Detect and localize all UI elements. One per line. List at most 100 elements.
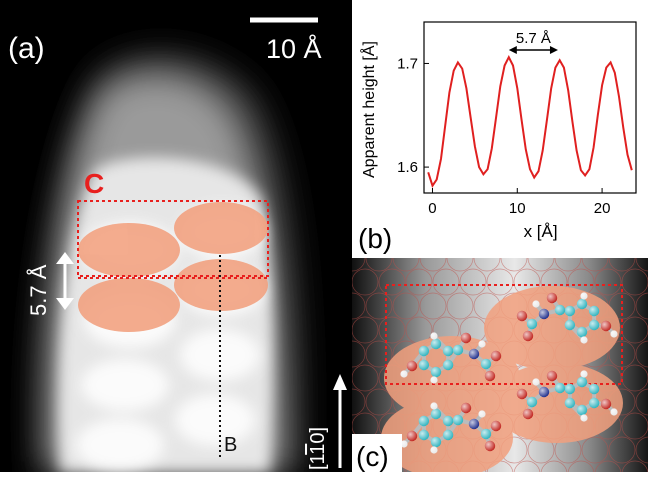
atom-highlight bbox=[600, 398, 612, 410]
atom-highlight bbox=[580, 370, 588, 378]
molecule-ellipse bbox=[174, 202, 268, 254]
atom-highlight bbox=[484, 440, 496, 452]
atom-highlight bbox=[526, 318, 538, 330]
substrate-atom bbox=[365, 388, 393, 416]
atom-highlight bbox=[588, 397, 600, 409]
panel-label-a: (a) bbox=[8, 32, 45, 65]
atom-highlight bbox=[554, 304, 566, 316]
atom-highlight bbox=[430, 402, 438, 410]
atom-highlight bbox=[418, 429, 430, 441]
substrate-atom bbox=[635, 388, 648, 416]
atom-highlight bbox=[546, 292, 558, 304]
atom-highlight bbox=[468, 348, 480, 360]
atom-highlight bbox=[400, 370, 408, 378]
atom-highlight bbox=[576, 326, 588, 338]
period-annotation: 5.7 Å bbox=[508, 30, 558, 54]
substrate-atom bbox=[540, 460, 568, 472]
atom-highlight bbox=[588, 383, 600, 395]
substrate-atom bbox=[392, 258, 420, 272]
atom-highlight bbox=[418, 345, 430, 357]
atom-highlight bbox=[546, 370, 558, 382]
substrate-atom bbox=[378, 316, 406, 344]
atom-highlight bbox=[490, 350, 502, 362]
label-background bbox=[352, 434, 402, 472]
substrate-atom bbox=[486, 268, 514, 296]
substrate-atom bbox=[621, 412, 648, 440]
substrate-atom bbox=[621, 364, 648, 392]
substrate-atom bbox=[419, 258, 447, 272]
x-tick-label: 0 bbox=[428, 200, 436, 217]
substrate-atom bbox=[432, 268, 460, 296]
atom-highlight bbox=[588, 305, 600, 317]
direction-label: [110] bbox=[307, 427, 329, 470]
stm-image-panel: 10 Å (a) C B 5.7 Å [110] bbox=[0, 0, 352, 472]
spacing-arrow bbox=[56, 252, 74, 310]
atom-highlight bbox=[580, 292, 588, 300]
substrate-atom bbox=[513, 460, 541, 472]
substrate-atom bbox=[500, 258, 528, 272]
molecule-ellipse bbox=[78, 278, 180, 332]
atom-highlight bbox=[576, 404, 588, 416]
atom-highlight bbox=[516, 310, 528, 322]
substrate-atom bbox=[594, 460, 622, 472]
atom-highlight bbox=[418, 359, 430, 371]
substrate-atom bbox=[608, 258, 636, 272]
atom-highlight bbox=[580, 336, 588, 344]
y-tick-label: 1.6 bbox=[397, 159, 418, 176]
x-axis-label: x [Å] bbox=[524, 222, 558, 241]
atom-highlight bbox=[538, 386, 550, 398]
atom-highlight bbox=[430, 338, 442, 350]
substrate-atom bbox=[352, 340, 366, 368]
atom-highlight bbox=[480, 428, 492, 440]
atom-highlight bbox=[430, 408, 442, 420]
substrate-atom bbox=[365, 258, 393, 272]
substrate-atom bbox=[405, 268, 433, 296]
x-tick-label: 10 bbox=[509, 200, 526, 217]
substrate-atom bbox=[567, 460, 595, 472]
substrate-atom bbox=[378, 268, 406, 296]
atom-highlight bbox=[452, 414, 464, 426]
atom-highlight bbox=[610, 330, 618, 338]
atom-highlight bbox=[430, 436, 442, 448]
panel-label-b: (b) bbox=[358, 223, 392, 254]
atom-highlight bbox=[442, 429, 454, 441]
height-profile-panel: 0 10 20 1.6 1.7 5.7 Å x [Å] Apparent height … bbox=[352, 0, 648, 254]
atom-highlight bbox=[430, 446, 438, 454]
substrate-atom bbox=[352, 268, 379, 296]
substrate-atom bbox=[352, 388, 366, 416]
atom-highlight bbox=[522, 330, 534, 342]
molecular-model-panel: (c) bbox=[352, 258, 648, 472]
substrate-atom bbox=[608, 436, 636, 464]
substrate-atom bbox=[352, 316, 379, 344]
height-profile-line bbox=[427, 54, 633, 188]
atom-highlight bbox=[478, 410, 486, 418]
atom-highlight bbox=[484, 370, 496, 382]
atom-highlight bbox=[406, 430, 418, 442]
atom-highlight bbox=[522, 408, 534, 420]
substrate-atom bbox=[581, 258, 609, 272]
substrate-atom bbox=[635, 340, 648, 368]
atom-highlight bbox=[576, 298, 588, 310]
unit-cell-box bbox=[77, 200, 269, 277]
substrate-atom bbox=[621, 268, 648, 296]
atom-highlight bbox=[576, 376, 588, 388]
atom-highlight bbox=[478, 340, 486, 348]
molecular-model: (c) bbox=[352, 258, 648, 472]
atom-highlight bbox=[460, 332, 472, 344]
atom-highlight bbox=[468, 418, 480, 430]
atom-highlight bbox=[460, 402, 472, 414]
atom-highlight bbox=[554, 382, 566, 394]
atom-highlight bbox=[588, 319, 600, 331]
atom-highlight bbox=[442, 345, 454, 357]
substrate-atom bbox=[352, 364, 379, 392]
atoms bbox=[400, 292, 618, 454]
box-label: C bbox=[84, 168, 104, 199]
direction-arrow bbox=[333, 374, 347, 468]
molecule-ellipse bbox=[78, 223, 180, 277]
y-tick-label: 1.7 bbox=[397, 55, 418, 72]
atom-highlight bbox=[610, 408, 618, 416]
period-annotation-label: 5.7 Å bbox=[516, 30, 551, 47]
substrate-atom bbox=[554, 258, 582, 272]
substrate-atom bbox=[446, 258, 474, 272]
atom-highlight bbox=[400, 440, 408, 448]
